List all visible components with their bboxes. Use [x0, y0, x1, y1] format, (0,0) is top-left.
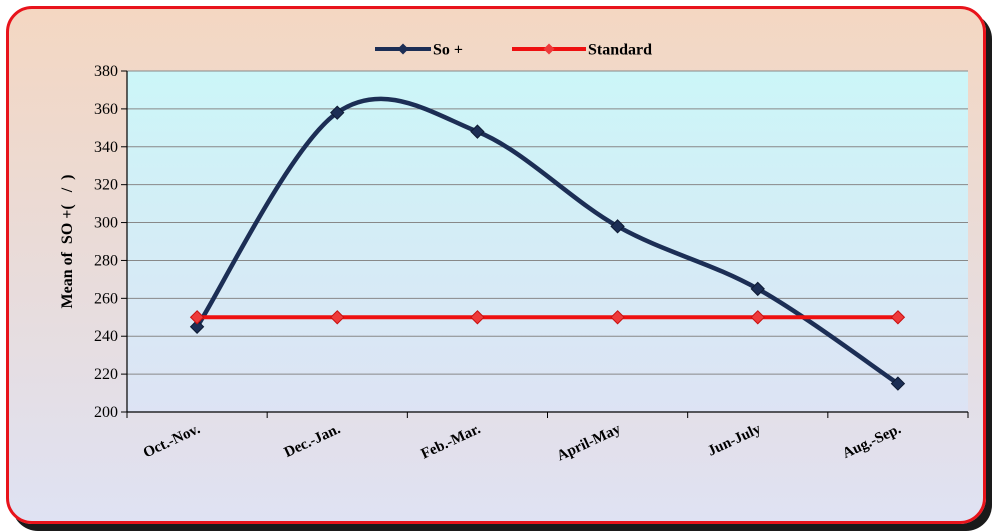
data-point [610, 310, 625, 325]
x-tick-label: Feb.-Mar. [419, 421, 484, 462]
x-axis-ticks: Oct.-Nov. Dec.-Jan. Feb.-Mar. April-May Jun-… [126, 412, 969, 465]
legend-item: Standard [512, 42, 652, 59]
y-tick-label: 320 [94, 177, 118, 194]
y-tick-label: 340 [94, 139, 118, 156]
legend-label: So + [433, 42, 463, 59]
legend-marker [543, 43, 555, 55]
legend-item: So + [375, 42, 463, 59]
y-axis-label: Mean of SO +( / ) [59, 175, 76, 309]
grid-lines [127, 70, 968, 375]
y-tick-label: 300 [94, 215, 118, 232]
series-standard [189, 310, 906, 325]
plot-area [127, 71, 968, 412]
data-point [750, 281, 765, 297]
y-tick-label: 200 [94, 404, 118, 421]
series [189, 96, 906, 391]
data-point [470, 310, 485, 325]
data-point [750, 310, 765, 325]
legend-label: Standard [588, 42, 652, 59]
y-axis-ticks: 200 220 240 260 280 300 320 340 360 380 [94, 63, 127, 421]
series-line [194, 96, 901, 386]
y-tick-label: 240 [94, 328, 118, 345]
series-so-plus [189, 96, 906, 391]
y-tick-label: 220 [94, 366, 118, 383]
data-point [470, 124, 485, 139]
data-point [610, 219, 625, 234]
data-point [890, 310, 906, 325]
y-tick-label: 360 [94, 101, 118, 118]
data-point [890, 376, 906, 391]
data-point [189, 319, 205, 334]
legend-marker [397, 43, 409, 55]
data-point [330, 310, 345, 325]
data-point [189, 310, 205, 325]
x-tick-label: Aug.-Sep. [840, 421, 904, 462]
x-tick-label: Dec.-Jan. [282, 421, 343, 461]
data-point [330, 105, 345, 120]
x-tick-label: Oct.-Nov. [141, 421, 203, 461]
y-tick-label: 260 [94, 290, 118, 307]
x-tick-label: Jun-July [705, 421, 764, 460]
y-tick-label: 380 [94, 63, 118, 80]
legend: So + Standard [375, 42, 652, 59]
x-tick-label: April-May [555, 421, 624, 465]
y-tick-label: 280 [94, 252, 118, 269]
